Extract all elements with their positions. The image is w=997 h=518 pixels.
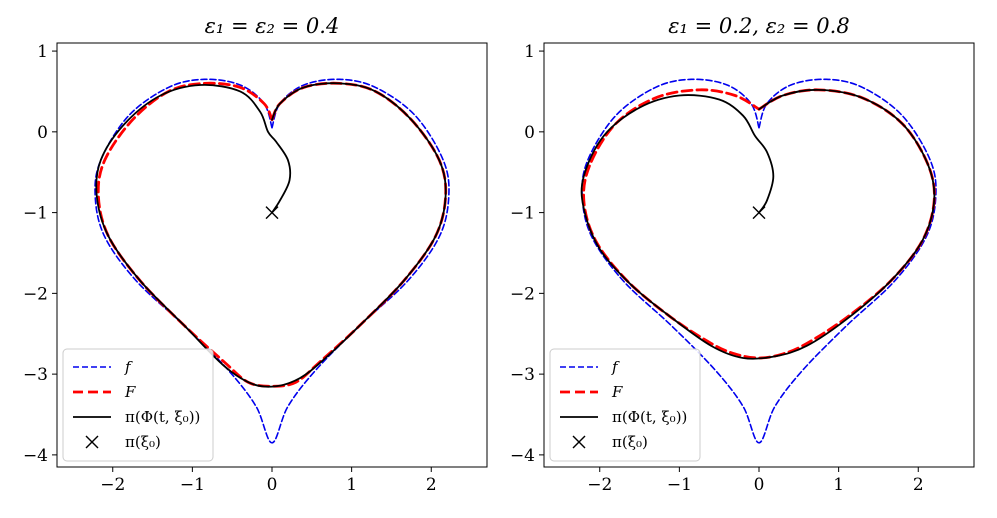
legend-label: F — [124, 383, 136, 401]
y-tick-label: −1 — [23, 204, 48, 224]
x-tick-label: 0 — [754, 475, 765, 495]
x-tick-label: −2 — [587, 475, 612, 495]
start-point-marker — [265, 206, 279, 220]
x-tick-label: 1 — [833, 475, 844, 495]
x-tick-label: −1 — [180, 475, 205, 495]
legend-marker-swatch — [572, 435, 586, 449]
start-point-marker — [752, 206, 766, 220]
F-curve — [96, 81, 448, 388]
legend-label: f — [611, 358, 620, 376]
legend: fFπ(Φ(t, ξ₀)) π(ξ₀) — [549, 348, 701, 462]
plot-area — [580, 78, 937, 444]
y-tick-label: −4 — [23, 446, 48, 466]
y-tick-label: 1 — [524, 42, 535, 62]
x-tick-label: 2 — [913, 475, 924, 495]
legend-label: π(ξ₀) — [612, 433, 648, 451]
legend-label: f — [124, 358, 133, 376]
legend-marker-swatch — [85, 435, 99, 449]
y-tick-label: −1 — [510, 204, 535, 224]
F-curve — [582, 88, 936, 360]
trajectory-curve — [95, 82, 447, 388]
left-panel: ε₁ = ε₂ = 0.4 −2 −1 0 1 2 1 0 −1 −2 −3 −4 fFπ(Φ(t, ξ… — [23, 14, 488, 495]
legend-label: π(ξ₀) — [125, 433, 161, 451]
legend-label: π(Φ(t, ξ₀)) — [612, 408, 687, 426]
f-curve — [581, 78, 937, 444]
x-tick-label: −2 — [100, 475, 125, 495]
y-tick-label: −2 — [23, 284, 48, 304]
legend-box — [62, 348, 214, 462]
x-tick-label: 1 — [346, 475, 357, 495]
legend-label: π(Φ(t, ξ₀)) — [125, 408, 200, 426]
x-tick-label: 2 — [426, 475, 437, 495]
trajectory-curve — [580, 88, 936, 360]
chart-title: ε₁ = ε₂ = 0.4 — [205, 14, 340, 38]
y-tick-label: −3 — [23, 365, 48, 385]
y-tick-label: 0 — [524, 123, 535, 143]
legend-box — [549, 348, 701, 462]
x-tick-label: 0 — [267, 475, 278, 495]
y-tick-label: −3 — [510, 365, 535, 385]
right-panel: ε₁ = 0.2, ε₂ = 0.8 −2 −1 0 1 2 1 0 −1 −2 −3 −4 fFπ(Φ… — [510, 14, 975, 495]
legend-label: F — [611, 383, 623, 401]
legend: fFπ(Φ(t, ξ₀)) π(ξ₀) — [62, 348, 214, 462]
y-tick-label: −2 — [510, 284, 535, 304]
y-tick-label: 1 — [37, 42, 48, 62]
y-tick-label: 0 — [37, 123, 48, 143]
x-tick-label: −1 — [667, 475, 692, 495]
chart-title: ε₁ = 0.2, ε₂ = 0.8 — [668, 14, 849, 38]
plot-area — [94, 78, 450, 444]
f-curve — [94, 78, 450, 444]
y-tick-label: −4 — [510, 446, 535, 466]
